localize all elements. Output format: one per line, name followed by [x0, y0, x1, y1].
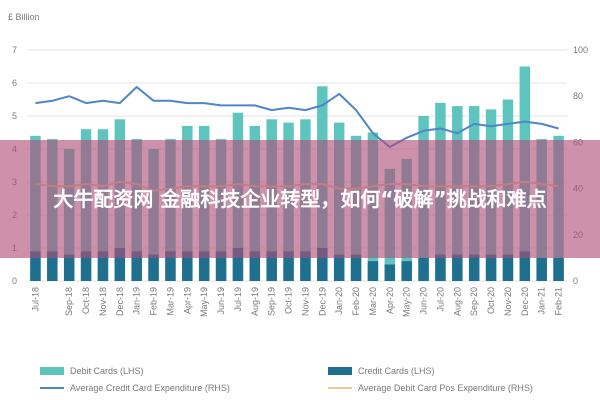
- credit-card-bar: [502, 254, 514, 281]
- legend-label: Debit Cards (LHS): [70, 366, 144, 376]
- x-tick-label: Jan-20: [334, 287, 344, 315]
- x-tick-label: Nov-18: [98, 287, 108, 316]
- credit-card-bar: [519, 251, 531, 281]
- x-tick-label: Feb-21: [554, 287, 564, 316]
- credit-card-bar: [266, 251, 277, 281]
- left-axis-unit-label: £ Billion: [8, 12, 40, 22]
- credit-card-bar: [63, 254, 75, 281]
- credit-card-bar: [300, 251, 311, 281]
- x-tick-label: Dec-20: [520, 287, 530, 316]
- x-tick-label: Dec-18: [115, 287, 125, 316]
- credit-card-bar: [367, 261, 379, 281]
- x-tick-label: Dec-19: [317, 287, 327, 316]
- x-tick-label: Feb-20: [351, 287, 361, 316]
- credit-card-bar: [485, 254, 497, 281]
- x-tick-label: Mar-19: [165, 287, 175, 316]
- x-tick-label: Sep-20: [469, 287, 479, 316]
- credit-card-bar: [165, 251, 176, 281]
- x-tick-label: Jul-20: [435, 287, 445, 312]
- x-tick-label: May-19: [199, 287, 209, 317]
- credit-card-bar: [148, 254, 159, 281]
- right-y-tick-label: 100: [573, 45, 588, 55]
- x-tick-label: Feb-19: [149, 287, 159, 316]
- right-y-tick-label: 0: [573, 276, 578, 286]
- credit-card-bar: [452, 254, 463, 281]
- credit-card-bar: [401, 261, 412, 281]
- legend: Debit Cards (LHS) Credit Cards (LHS) Avera…: [40, 366, 533, 393]
- legend-label: Average Debit Card Pos Expenditure (RHS): [358, 383, 533, 393]
- credit-card-bars: [30, 248, 564, 281]
- x-tick-label: Aug-19: [250, 287, 260, 316]
- x-tick-label: Jun-20: [419, 287, 429, 315]
- credit-card-bar: [232, 248, 244, 281]
- x-tick-label: May-20: [402, 287, 412, 317]
- credit-card-bar: [350, 254, 362, 281]
- x-tick-label: Nov-19: [300, 287, 310, 316]
- credit-card-bar: [468, 254, 480, 281]
- credit-card-bar: [30, 251, 41, 281]
- x-tick-label: Oct-19: [284, 287, 294, 314]
- average-credit-card-expenditure-line: [35, 86, 559, 148]
- legend-swatch: [328, 367, 352, 375]
- left-y-tick-label: 5: [12, 111, 17, 121]
- left-y-tick-label: 7: [12, 45, 17, 55]
- legend-swatch: [40, 367, 64, 375]
- credit-card-bar: [317, 248, 328, 281]
- legend-label: Average Credit Card Expenditure (RHS): [70, 383, 230, 393]
- x-axis: Jul-18 Sep-18 Oct-18 Nov-18 Dec-18 Jan-19 Feb-…: [30, 287, 563, 317]
- credit-card-bar: [418, 257, 429, 281]
- credit-card-bar: [80, 251, 92, 281]
- x-tick-label: Oct-20: [486, 287, 496, 314]
- x-tick-label: Sep-18: [64, 287, 74, 316]
- credit-card-bar: [333, 254, 345, 281]
- credit-card-bar: [435, 254, 446, 281]
- credit-card-bar: [198, 251, 210, 281]
- x-tick-label: Sep-19: [267, 287, 277, 316]
- x-tick-label: Jan-21: [537, 287, 547, 315]
- credit-card-bar: [47, 251, 58, 281]
- credit-card-bar: [182, 251, 193, 281]
- credit-card-bar: [215, 251, 227, 281]
- left-y-tick-label: 6: [12, 78, 17, 88]
- credit-card-bar: [97, 251, 109, 281]
- x-tick-label: Apr-19: [182, 287, 192, 314]
- credit-card-bar: [131, 251, 142, 281]
- left-y-tick-label: 0: [12, 276, 17, 286]
- x-tick-label: Jul-18: [30, 287, 40, 312]
- right-y-tick-label: 80: [573, 91, 583, 101]
- credit-card-bar: [536, 257, 547, 281]
- legend-label: Credit Cards (LHS): [358, 366, 435, 376]
- x-tick-label: Jul-19: [233, 287, 243, 312]
- credit-card-bar: [114, 248, 126, 281]
- x-tick-label: Apr-20: [385, 287, 395, 314]
- credit-card-bar: [249, 251, 261, 281]
- x-tick-label: Jun-19: [216, 287, 226, 315]
- x-tick-label: Aug-20: [452, 287, 462, 316]
- credit-card-bar: [384, 264, 396, 281]
- overlay-headline: 大牛配资网 金融科技企业转型，如何“破解”挑战和难点: [0, 140, 600, 258]
- x-tick-label: Mar-20: [368, 287, 378, 316]
- credit-card-bar: [283, 251, 294, 281]
- x-tick-label: Jan-19: [132, 287, 142, 315]
- credit-card-bar: [553, 257, 564, 281]
- x-tick-label: Oct-18: [81, 287, 91, 314]
- x-tick-label: Nov-20: [503, 287, 513, 316]
